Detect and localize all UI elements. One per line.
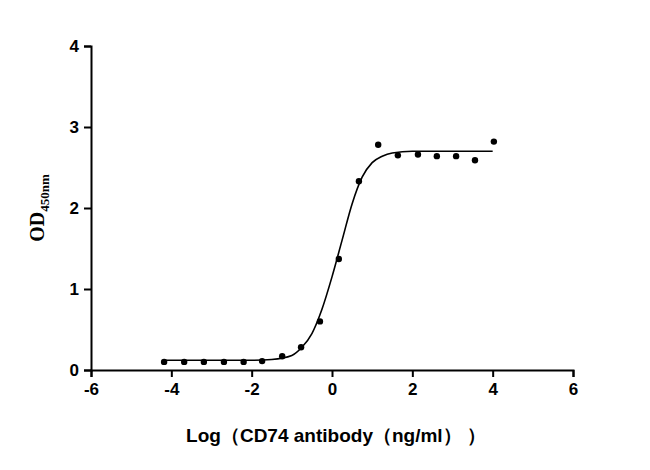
y-tick-label: 2: [70, 199, 79, 218]
x-tick: -4: [164, 370, 180, 399]
y-tick-mark: [84, 370, 91, 372]
data-point: [375, 142, 381, 148]
x-tick: 0: [328, 370, 337, 399]
x-tick: 4: [488, 370, 498, 399]
y-tick-mark: [84, 208, 91, 210]
x-tick-label: -6: [84, 380, 99, 399]
plot-area: [161, 138, 497, 365]
y-tick: 4: [70, 37, 91, 56]
data-point: [434, 153, 440, 159]
x-axis: -6 -4 -2 0 2 4 6: [84, 370, 578, 399]
y-tick-label: 3: [70, 118, 79, 137]
y-axis-title: OD450nm: [26, 174, 52, 242]
x-tick-label: 4: [488, 380, 498, 399]
x-tick-mark: [412, 370, 414, 377]
chart: -6 -4 -2 0 2 4 6 0 1 2 3 4 Log（CD74 antibody（ng/ml） …: [0, 0, 650, 470]
x-tick-label: -4: [164, 380, 180, 399]
x-tick: -2: [245, 370, 260, 399]
y-tick-label: 4: [70, 37, 80, 56]
y-tick-label: 1: [70, 280, 79, 299]
y-tick-mark: [84, 289, 91, 291]
x-axis-line: [92, 371, 574, 378]
x-tick-mark: [171, 370, 173, 377]
x-tick: 2: [408, 370, 417, 399]
x-tick-label: 2: [408, 380, 417, 399]
data-point: [472, 157, 478, 163]
fit-line: [163, 151, 492, 360]
data-point: [259, 358, 265, 364]
data-point: [491, 138, 497, 144]
y-axis: 0 1 2 3 4: [70, 37, 92, 380]
y-tick: 1: [70, 280, 91, 299]
data-point: [453, 153, 459, 159]
y-tick: 0: [70, 361, 91, 380]
x-tick-label: 6: [569, 380, 578, 399]
x-tick-mark: [332, 370, 334, 377]
x-tick: -6: [84, 370, 99, 399]
y-tick-mark: [84, 127, 91, 129]
x-tick-mark: [573, 370, 575, 377]
x-tick: 6: [569, 370, 578, 399]
x-tick-mark: [492, 370, 494, 377]
y-tick: 3: [70, 118, 91, 137]
x-tick-label: -2: [245, 380, 260, 399]
y-tick-label: 0: [70, 361, 79, 380]
x-axis-title: Log（CD74 antibody（ng/ml） ）: [186, 425, 486, 446]
y-axis-line: [84, 47, 92, 371]
x-tick-label: 0: [328, 380, 337, 399]
y-tick: 2: [70, 199, 91, 218]
y-tick-mark: [84, 46, 91, 48]
x-tick-mark: [251, 370, 253, 377]
data-point: [415, 151, 421, 157]
